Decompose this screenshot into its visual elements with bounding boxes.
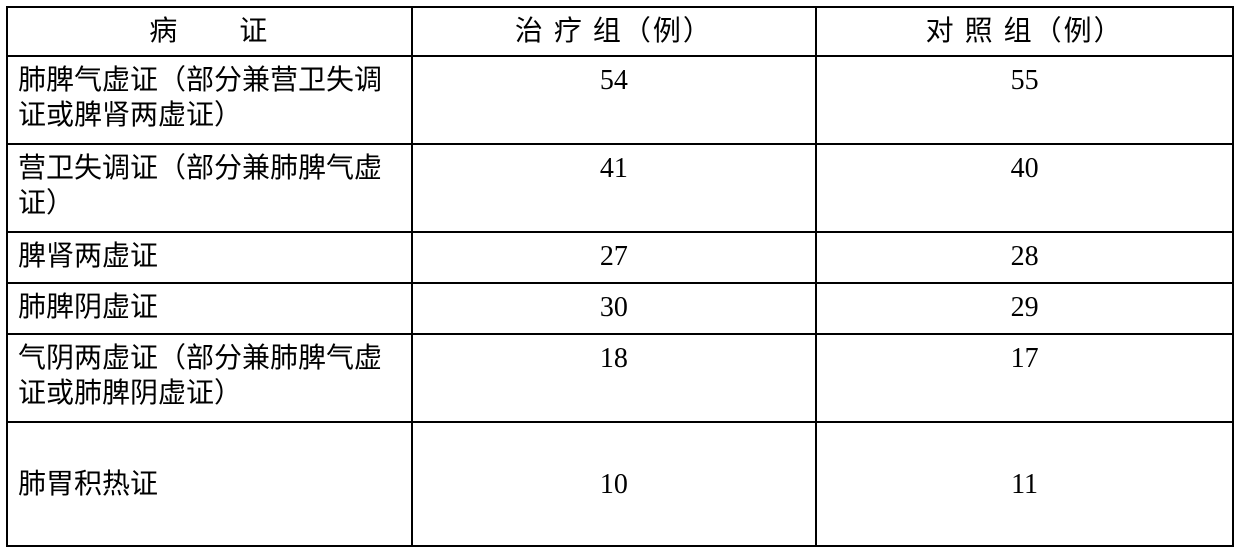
cell-treatment: 10 [412, 422, 817, 546]
cell-control: 55 [816, 56, 1233, 144]
table-row: 气阴两虚证（部分兼肺脾气虚证或肺脾阴虚证） 18 17 [7, 334, 1233, 422]
cell-syndrome: 营卫失调证（部分兼肺脾气虚证） [7, 144, 412, 232]
table-row: 肺胃积热证 10 11 [7, 422, 1233, 546]
cell-syndrome: 肺脾阴虚证 [7, 283, 412, 334]
cell-control: 28 [816, 232, 1233, 283]
cell-control: 29 [816, 283, 1233, 334]
cell-syndrome: 脾肾两虚证 [7, 232, 412, 283]
col-header-treatment: 治 疗 组（例） [412, 7, 817, 56]
cell-syndrome: 肺胃积热证 [7, 422, 412, 546]
cell-treatment: 27 [412, 232, 817, 283]
cell-control: 40 [816, 144, 1233, 232]
cell-treatment: 30 [412, 283, 817, 334]
col-header-syndrome: 病 证 [7, 7, 412, 56]
table-row: 营卫失调证（部分兼肺脾气虚证） 41 40 [7, 144, 1233, 232]
cell-syndrome: 肺脾气虚证（部分兼营卫失调证或脾肾两虚证） [7, 56, 412, 144]
syndrome-table: 病 证 治 疗 组（例） 对 照 组（例） 肺脾气虚证（部分兼营卫失调证或脾肾两… [6, 6, 1234, 547]
table-row: 肺脾阴虚证 30 29 [7, 283, 1233, 334]
cell-treatment: 41 [412, 144, 817, 232]
table-row: 脾肾两虚证 27 28 [7, 232, 1233, 283]
cell-control: 11 [816, 422, 1233, 546]
col-header-control: 对 照 组（例） [816, 7, 1233, 56]
cell-treatment: 18 [412, 334, 817, 422]
cell-syndrome: 气阴两虚证（部分兼肺脾气虚证或肺脾阴虚证） [7, 334, 412, 422]
cell-control: 17 [816, 334, 1233, 422]
table-header-row: 病 证 治 疗 组（例） 对 照 组（例） [7, 7, 1233, 56]
cell-treatment: 54 [412, 56, 817, 144]
table-row: 肺脾气虚证（部分兼营卫失调证或脾肾两虚证） 54 55 [7, 56, 1233, 144]
